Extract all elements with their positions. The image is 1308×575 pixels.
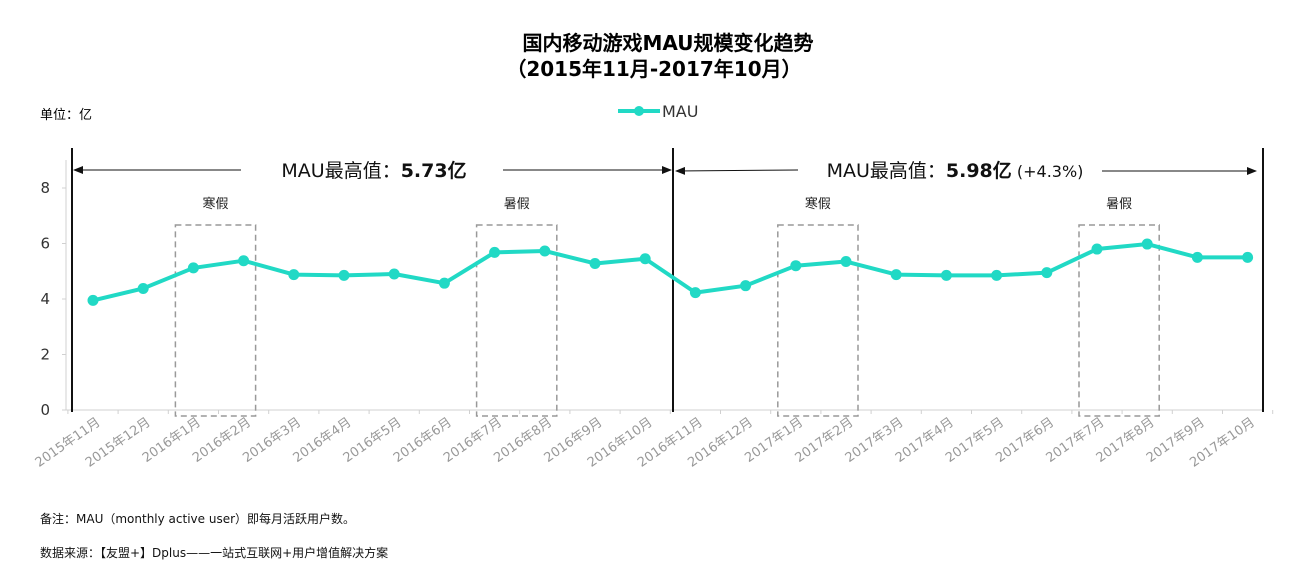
- season-box-label: 寒假: [805, 196, 831, 212]
- series-mau: [87, 238, 1254, 306]
- unit-label: 单位：亿: [40, 108, 92, 123]
- period2-label: MAU最高值：5.98亿 (+4.3%): [827, 159, 1084, 182]
- data-point: [238, 255, 250, 267]
- data-point: [890, 269, 902, 281]
- data-point: [539, 245, 551, 257]
- legend-label: MAU: [662, 102, 698, 121]
- season-box: [174, 224, 257, 417]
- axes: 0 2 4 6 8: [40, 160, 1274, 419]
- data-point: [1242, 251, 1254, 263]
- data-point: [1041, 267, 1053, 279]
- data-point: [589, 257, 601, 269]
- period-annotations: MAU最高值：5.73亿 MAU最高值：5.98亿 (+4.3%): [71, 148, 1264, 412]
- footnote-source: 数据来源：【友盟+】Dplus——一站式互联网+用户增值解决方案: [40, 546, 389, 560]
- y-tick-label: 8: [40, 179, 50, 197]
- data-point: [840, 256, 852, 268]
- y-tick-label: 4: [40, 290, 50, 308]
- data-point: [689, 287, 701, 299]
- legend-marker: [634, 106, 644, 116]
- season-box-label: 暑假: [1106, 197, 1132, 212]
- season-box: [475, 224, 558, 417]
- data-point: [991, 269, 1003, 281]
- data-point: [790, 260, 802, 272]
- season-box: [1078, 224, 1160, 417]
- data-point: [940, 269, 952, 281]
- data-point: [87, 294, 99, 306]
- series-line: [92, 242, 1248, 303]
- data-point: [438, 277, 450, 289]
- y-tick-label: 6: [40, 235, 50, 253]
- data-point: [1091, 243, 1103, 255]
- y-tick-label: 2: [40, 346, 50, 364]
- data-point: [489, 246, 501, 258]
- data-point: [187, 262, 199, 274]
- data-point: [137, 282, 149, 294]
- data-point: [1191, 251, 1203, 263]
- data-point: [740, 280, 752, 292]
- period1-label: MAU最高值：5.73亿: [281, 159, 466, 182]
- season-box-label: 寒假: [202, 196, 228, 212]
- period2-arrow-left: [675, 166, 799, 175]
- data-point: [639, 253, 651, 265]
- chart-title: 国内移动游戏MAU规模变化趋势: [522, 31, 813, 55]
- chart-subtitle: （2015年11月-2017年10月）: [506, 57, 801, 81]
- legend: MAU: [618, 102, 698, 121]
- x-axis-labels: 2015年11月2015年12月2016年1月2016年2月2016年3月201…: [33, 415, 1258, 471]
- data-point: [338, 269, 350, 281]
- data-point: [288, 269, 300, 281]
- footnote-note: 备注：MAU（monthly active user）即每月活跃用户数。: [40, 512, 356, 526]
- season-box: [777, 224, 859, 417]
- data-point: [388, 268, 400, 280]
- data-point: [1141, 238, 1153, 250]
- season-box-label: 暑假: [504, 197, 530, 212]
- season-boxes: 寒假 暑假 寒假 暑假: [174, 196, 1160, 417]
- y-tick-label: 0: [40, 401, 50, 419]
